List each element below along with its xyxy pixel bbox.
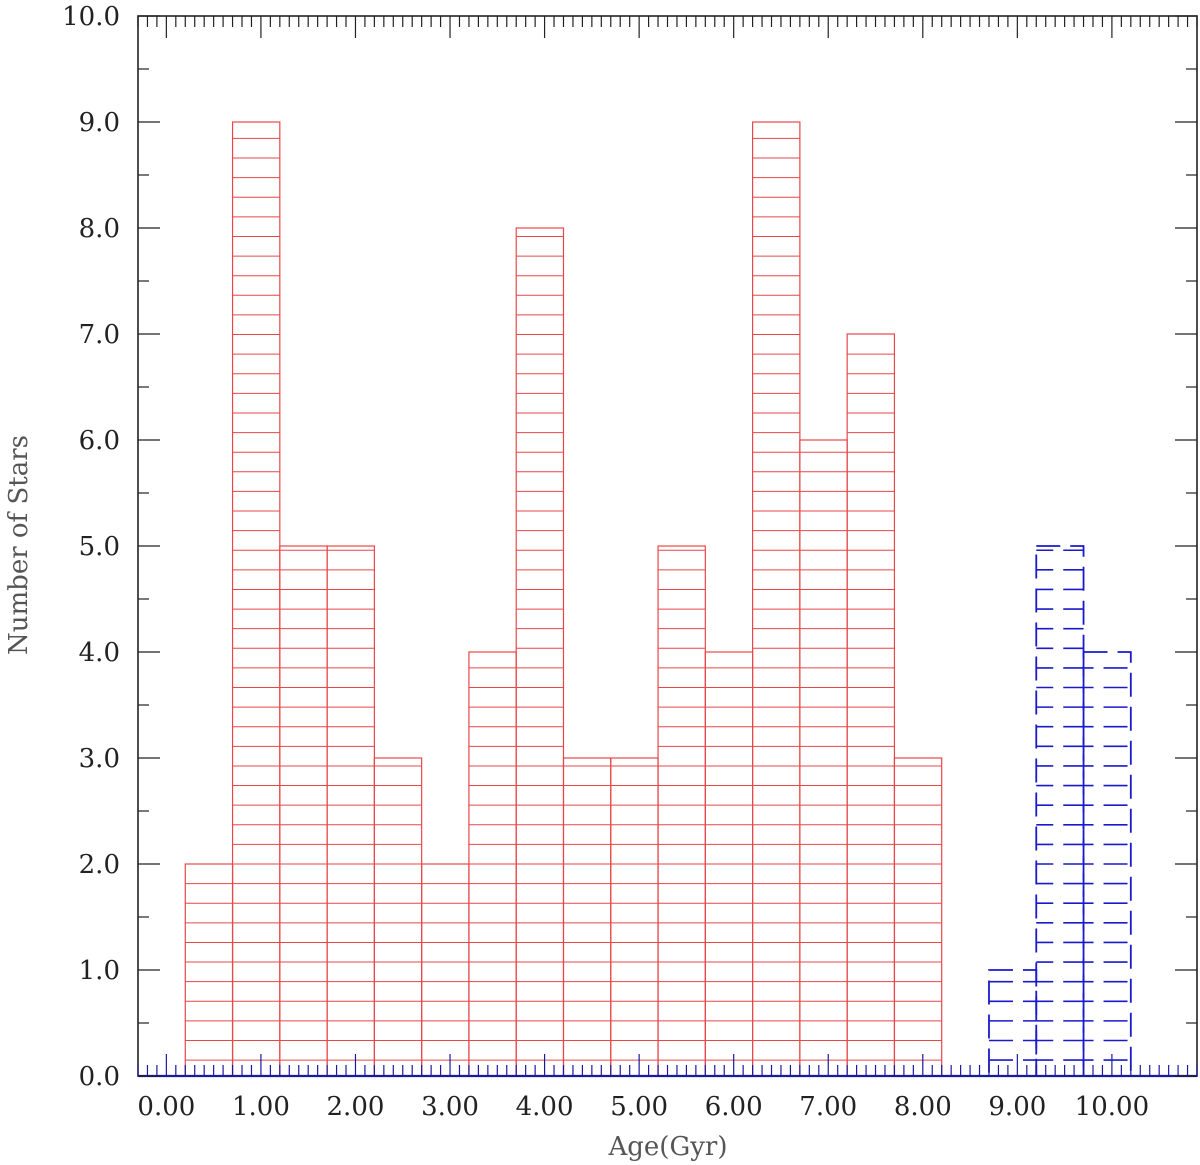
- histogram-bar-outline: [562, 757, 612, 1077]
- histogram-bar-outline: [799, 439, 848, 1077]
- histogram-bar: [279, 545, 328, 1077]
- bars-layer: [184, 121, 1132, 1077]
- x-tick-label: 1.00: [232, 1092, 290, 1122]
- x-tick-label: 5.00: [610, 1092, 668, 1122]
- y-tick-label: 2.0: [79, 850, 120, 880]
- histogram-bar-outline: [610, 757, 659, 1077]
- histogram-bar-outline: [326, 545, 375, 1077]
- histogram-bar: [799, 439, 848, 1077]
- histogram-bar-outline: [279, 545, 328, 1077]
- histogram-bar: [184, 863, 234, 1077]
- x-tick-label: 3.00: [421, 1092, 479, 1122]
- histogram-bar: [1082, 651, 1132, 1077]
- histogram-bar-outline: [893, 757, 943, 1077]
- histogram-bar: [421, 863, 470, 1077]
- x-tick-label: 0.00: [137, 1092, 195, 1122]
- histogram-bar: [468, 651, 517, 1077]
- axis-ticks: [137, 15, 1198, 1077]
- histogram-bar-outline: [515, 227, 565, 1077]
- histogram-bar: [515, 227, 565, 1077]
- y-tick-label: 7.0: [79, 320, 120, 350]
- y-tick-label: 8.0: [79, 214, 120, 244]
- histogram-bar: [893, 757, 943, 1077]
- x-tick-label: 7.00: [799, 1092, 857, 1122]
- histogram-bar: [610, 757, 659, 1077]
- y-tick-label: 5.0: [79, 532, 120, 562]
- x-tick-label: 8.00: [894, 1092, 952, 1122]
- y-tick-label: 0.0: [79, 1062, 120, 1092]
- y-tick-label: 9.0: [79, 108, 120, 138]
- tick-labels: 0.00 1.00 2.00 3.00 4.00 5.00 6.00 7.00 8.00 9.00…: [62, 2, 1149, 1122]
- x-tick-label: 6.00: [705, 1092, 763, 1122]
- histogram-bar-outline: [846, 333, 896, 1077]
- histogram-bar: [846, 333, 896, 1077]
- histogram-bar: [231, 121, 281, 1077]
- y-tick-label: 3.0: [79, 744, 120, 774]
- histogram-bar: [657, 545, 706, 1077]
- histogram-bar-outline: [421, 863, 470, 1077]
- y-tick-label: 6.0: [79, 426, 120, 456]
- y-axis-title: Number of Stars: [4, 435, 34, 655]
- histogram-bar: [326, 545, 375, 1077]
- histogram-bar-outline: [373, 757, 423, 1077]
- x-tick-label: 2.00: [327, 1092, 385, 1122]
- y-tick-label: 1.0: [79, 956, 120, 986]
- histogram-bar: [1035, 545, 1085, 1077]
- x-tick-label: 10.00: [1075, 1092, 1149, 1122]
- histogram-bar: [373, 757, 423, 1077]
- histogram-bar-outline: [1035, 545, 1085, 1077]
- histogram-bar: [988, 969, 1038, 1077]
- histogram-bar-outline: [657, 545, 706, 1077]
- x-tick-label: 4.00: [516, 1092, 574, 1122]
- histogram-bar-outline: [751, 121, 801, 1077]
- histogram-bar: [562, 757, 612, 1077]
- histogram-bar-outline: [184, 863, 234, 1077]
- y-tick-label: 10.0: [62, 2, 120, 32]
- y-tick-label: 4.0: [79, 638, 120, 668]
- histogram-bar-outline: [231, 121, 281, 1077]
- x-axis-title: Age(Gyr): [608, 1132, 728, 1162]
- histogram-bar: [704, 651, 754, 1077]
- x-tick-label: 9.00: [988, 1092, 1046, 1122]
- histogram-bar: [751, 121, 801, 1077]
